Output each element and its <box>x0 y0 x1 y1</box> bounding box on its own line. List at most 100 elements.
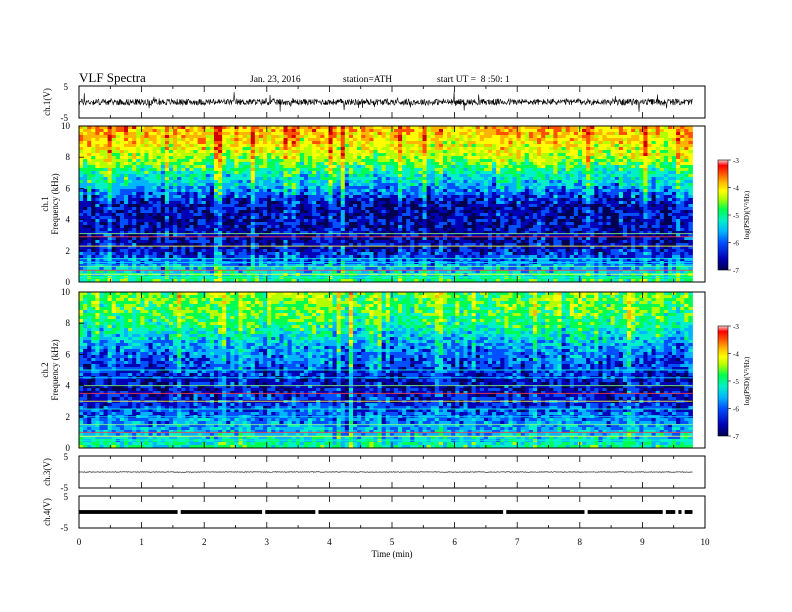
spectrogram-cell <box>463 195 468 199</box>
spectrogram-cell <box>324 159 329 163</box>
spectrogram-cell <box>365 144 370 148</box>
spectrogram-cell <box>426 183 432 187</box>
spectrogram-cell <box>430 270 436 274</box>
spectrogram-cell <box>119 216 125 220</box>
spectrogram-cell <box>287 210 293 214</box>
spectrogram-cell <box>451 231 456 235</box>
spectrogram-cell <box>443 204 448 208</box>
spectrogram-cell <box>99 138 104 142</box>
spectrogram-cell <box>447 150 452 154</box>
spectrogram-cell <box>312 279 317 283</box>
spectrogram-cell <box>443 180 448 184</box>
spectrogram-cell <box>205 180 211 184</box>
spectrogram-cell <box>463 237 468 241</box>
spectrogram-cell <box>324 156 329 160</box>
spectrogram-cell <box>410 234 415 238</box>
spectrogram-cell <box>426 258 432 262</box>
spectrogram-cell <box>132 177 137 181</box>
spectrogram-cell <box>230 267 235 271</box>
spectrogram-cell <box>385 252 391 256</box>
spectrogram-cell <box>107 126 113 130</box>
spectrogram-cell <box>99 240 104 244</box>
spectrogram-cell <box>156 198 162 202</box>
spectrogram-cell <box>312 243 317 247</box>
spectrogram-cell <box>271 186 276 190</box>
spectrogram-cell <box>95 126 100 130</box>
spectrogram-cell <box>451 150 456 154</box>
spectrogram-cell <box>95 177 100 181</box>
spectrogram-cell <box>308 267 313 271</box>
spectrogram-cell <box>434 270 440 274</box>
spectrogram-cell <box>254 234 260 238</box>
spectrogram-cell <box>254 252 260 256</box>
spectrogram-cell <box>119 222 125 226</box>
spectrogram-cell <box>99 264 104 268</box>
spectrogram-cell <box>99 144 104 148</box>
spectrogram-cell <box>156 195 162 199</box>
spectrogram-cell <box>160 207 166 211</box>
spectrogram-cell <box>209 147 215 151</box>
spectrogram-cell <box>406 195 411 199</box>
spectrogram-cell <box>209 156 215 160</box>
spectrogram-cell <box>107 159 113 163</box>
spectrogram-cell <box>336 180 342 184</box>
spectrogram-cell <box>398 204 403 208</box>
spectrogram-cell <box>406 174 411 178</box>
spectrogram-cell <box>291 279 297 283</box>
spectrogram-cell <box>123 180 129 184</box>
spectrogram-cell <box>258 174 264 178</box>
spectrogram-cell <box>316 252 321 256</box>
spectrogram-cell <box>91 237 96 241</box>
spectrogram-cell <box>393 279 399 283</box>
spectrogram-cell <box>324 192 329 196</box>
spectrogram-cell <box>160 129 166 133</box>
spectrogram-cell <box>164 153 170 157</box>
spectrogram-cell <box>455 243 460 247</box>
spectrogram-cell <box>160 135 166 139</box>
spectrogram-cell <box>430 141 436 145</box>
spectrogram-cell <box>238 234 243 238</box>
spectrogram-cell <box>344 198 350 202</box>
spectrogram-cell <box>185 150 190 154</box>
spectrogram-cell <box>128 270 133 274</box>
spectrogram-cell <box>455 213 460 217</box>
spectrogram-cell <box>295 198 301 202</box>
spectrogram-cell <box>168 270 174 274</box>
spectrogram-cell <box>185 222 190 226</box>
spectrogram-cell <box>365 180 370 184</box>
spectrogram-cell <box>426 237 432 241</box>
spectrogram-cell <box>140 246 145 250</box>
spectrogram-cell <box>320 180 325 184</box>
spectrogram-cell <box>279 201 284 205</box>
spectrogram-cell <box>193 219 199 223</box>
spectrogram-cell <box>115 234 121 238</box>
spectrogram-cell <box>205 198 211 202</box>
spectrogram-cell <box>455 156 460 160</box>
spectrogram-cell <box>91 156 96 160</box>
spectrogram-cell <box>357 198 362 202</box>
spectrogram-cell <box>132 237 137 241</box>
spectrogram-cell <box>434 126 440 130</box>
spectrogram-cell <box>303 252 309 256</box>
spectrogram-cell <box>361 138 366 142</box>
spectrogram-cell <box>389 138 395 142</box>
spectrogram-cell <box>365 150 370 154</box>
spectrogram-cell <box>303 195 309 199</box>
spectrogram-cell <box>136 198 141 202</box>
spectrogram-cell <box>128 147 133 151</box>
spectrogram-cell <box>353 204 358 208</box>
spectrogram-cell <box>455 225 460 229</box>
spectrogram-cell <box>205 243 211 247</box>
spectrogram-cell <box>234 237 239 241</box>
spectrogram-cell <box>95 180 100 184</box>
spectrogram-cell <box>398 252 403 256</box>
spectrogram-cell <box>213 222 219 226</box>
spectrogram-cell <box>422 264 428 268</box>
spectrogram-cell <box>340 210 346 214</box>
spectrogram-cell <box>250 138 256 142</box>
spectrogram-cell <box>226 249 231 253</box>
spectrogram-cell <box>246 225 252 229</box>
spectrogram-cell <box>369 135 374 139</box>
spectrogram-cell <box>156 177 162 181</box>
spectrogram-cell <box>140 204 145 208</box>
